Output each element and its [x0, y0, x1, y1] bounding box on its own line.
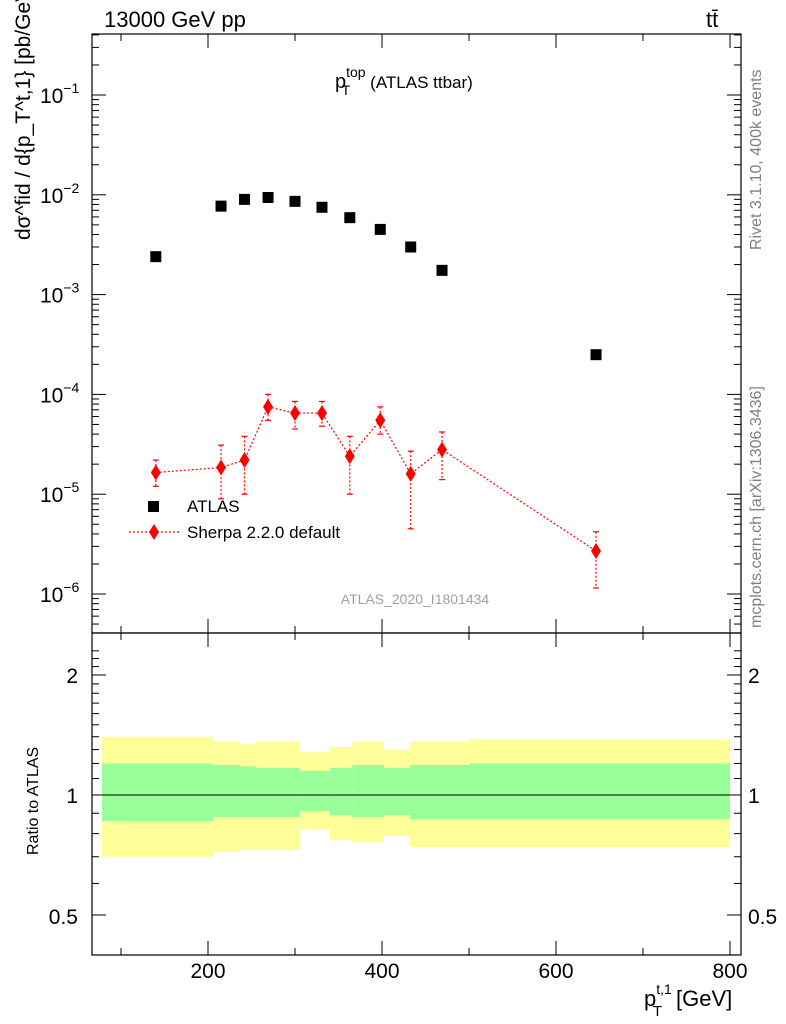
- sherpa-data-point: [263, 398, 274, 415]
- axis-ticks: [92, 34, 741, 955]
- ratio-plot-frame: [91, 632, 742, 956]
- sherpa-data-point: [316, 405, 327, 422]
- sherpa-data-point: [216, 459, 227, 476]
- ratio-band-inner-bin: [469, 763, 730, 820]
- y-axis-label-ratio: Ratio to ATLAS: [25, 747, 42, 855]
- sherpa-data-point: [239, 452, 250, 469]
- ratio-tick-1-left: 1: [66, 785, 78, 808]
- atlas-data-point: [344, 212, 356, 224]
- x-tick-600: 600: [538, 960, 573, 983]
- atlas-data-point: [590, 349, 602, 361]
- ratio-tick-1-right: 1: [748, 785, 760, 808]
- atlas-data-point: [239, 193, 251, 205]
- y-tick-labels-top: 10−1 10−2 10−3 10−4 10−5 10−6: [40, 80, 80, 607]
- atlas-series: [150, 191, 602, 361]
- ratio-tick-2-right: 2: [748, 665, 760, 688]
- x-tick-400: 400: [364, 960, 399, 983]
- ratio-band-inner-bin: [102, 763, 108, 822]
- legend: ATLAS Sherpa 2.2.0 default: [129, 497, 340, 542]
- y-tick-label-top: 10−1: [40, 80, 80, 108]
- legend-sherpa-label: Sherpa 2.2.0 default: [187, 523, 340, 542]
- header-energy: 13000 GeV pp: [104, 7, 246, 32]
- sherpa-data-point: [437, 441, 448, 458]
- x-axis-label: pt,1 T[GeV]: [644, 981, 732, 1020]
- y-tick-label-top: 10−5: [40, 479, 80, 507]
- y-tick-label-top: 10−6: [40, 579, 80, 607]
- ratio-band-inner-bin: [254, 767, 301, 818]
- analysis-watermark: ATLAS_2020_I1801434: [341, 591, 490, 607]
- atlas-data-point: [289, 195, 301, 207]
- sherpa-data-point: [344, 448, 355, 465]
- plot-title: ptop T (ATLAS ttbar): [335, 64, 473, 98]
- sherpa-line: [155, 406, 597, 552]
- sherpa-data-point: [591, 542, 602, 559]
- y-axis-label-top: dσ^fid / d{p_T^t,1} [pb/GeV]: [12, 0, 35, 240]
- sherpa-data-point: [405, 465, 416, 482]
- sherpa-data-point: [290, 405, 300, 422]
- ratio-band-inner: [102, 763, 730, 822]
- x-tick-800: 800: [712, 960, 747, 983]
- ratio-band-inner-bin: [352, 764, 384, 818]
- header-process: tt̄: [706, 7, 718, 32]
- atlas-data-point: [150, 251, 162, 263]
- ratio-tick-05-right: 0.5: [748, 906, 777, 929]
- ratio-band-inner-bin: [300, 770, 330, 812]
- sherpa-series: [150, 393, 602, 589]
- x-tick-200: 200: [190, 960, 225, 983]
- sherpa-data-point: [150, 464, 161, 481]
- legend-sherpa-marker: [149, 524, 159, 540]
- mcplots-label: mcplots.cern.ch [arXiv:1306.3436]: [748, 386, 765, 628]
- atlas-data-point: [262, 191, 274, 203]
- ratio-band-inner-bin: [383, 767, 410, 816]
- ratio-band-inner-bin: [409, 764, 469, 820]
- sherpa-data-point: [375, 412, 386, 429]
- y-tick-label-top: 10−2: [40, 180, 80, 208]
- ratio-band-inner-bin: [329, 767, 353, 816]
- ratio-band-inner-bin: [239, 766, 255, 818]
- atlas-data-point: [374, 223, 386, 235]
- main-plot-frame: [91, 33, 742, 634]
- rivet-version-label: Rivet 3.1.10, 400k events: [748, 69, 765, 250]
- atlas-data-point: [316, 201, 328, 213]
- ratio-band-inner-bin: [107, 763, 214, 822]
- legend-atlas-label: ATLAS: [187, 497, 240, 516]
- ratio-tick-05-left: 0.5: [49, 906, 78, 929]
- y-tick-label-top: 10−3: [40, 280, 80, 308]
- legend-atlas-marker: [148, 501, 159, 512]
- atlas-data-point: [436, 264, 448, 276]
- y-tick-label-top: 10−4: [40, 379, 80, 407]
- ratio-band-inner-bin: [213, 764, 240, 818]
- ratio-tick-2-left: 2: [66, 665, 78, 688]
- atlas-data-point: [215, 200, 227, 212]
- atlas-data-point: [405, 241, 417, 253]
